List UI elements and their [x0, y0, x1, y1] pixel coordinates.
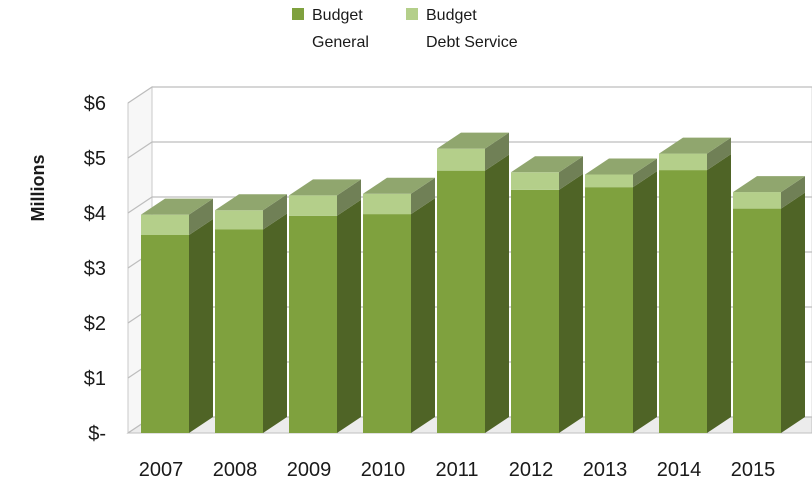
- bar-segment: [363, 177, 435, 215]
- bar-top: [585, 158, 657, 175]
- x-tick-label: 2012: [509, 459, 554, 481]
- legend-item: Budget Debt Service: [406, 7, 518, 51]
- bar-top: [141, 198, 213, 215]
- bar-segment: [289, 199, 361, 433]
- bar-side: [411, 177, 435, 215]
- x-tick-label: 2008: [213, 459, 258, 481]
- bar-side: [633, 158, 657, 188]
- bar-front: [437, 170, 485, 433]
- x-tick-label: 2010: [361, 459, 406, 481]
- bar-front: [215, 229, 263, 433]
- bar-side: [485, 154, 509, 433]
- bar-side: [189, 198, 213, 235]
- y-tick-label: $5: [84, 148, 106, 170]
- gridline: [127, 141, 812, 159]
- y-tick-label: $-: [88, 423, 106, 445]
- bar-side: [707, 154, 731, 433]
- bar-front: [363, 193, 411, 215]
- legend-swatch: [406, 8, 418, 20]
- bar-front: [289, 195, 337, 216]
- bar-series: [141, 132, 805, 433]
- bar-segment: [215, 213, 287, 433]
- gridline: [127, 86, 812, 104]
- x-tick-label: 2011: [435, 459, 478, 481]
- bar-side: [485, 132, 509, 171]
- bar-side: [781, 176, 805, 209]
- bar-side: [559, 156, 583, 190]
- bar-front: [659, 170, 707, 433]
- bar-front: [141, 235, 189, 433]
- bar-top: [659, 137, 731, 154]
- legend-label-line2: Debt Service: [426, 34, 518, 51]
- bar-top: [363, 177, 435, 194]
- x-tick-label: 2009: [287, 459, 332, 481]
- bar-side: [337, 199, 361, 433]
- bar-front: [733, 192, 781, 209]
- legend-item: Budget General: [292, 7, 369, 51]
- bar-segment: [659, 137, 731, 171]
- bar-segment: [511, 156, 583, 190]
- bar-front: [733, 208, 781, 433]
- bar-front: [511, 189, 559, 433]
- bar-side: [337, 179, 361, 216]
- y-tick-label: $6: [84, 93, 106, 115]
- bar-segment: [141, 198, 213, 235]
- legend-label-line1: Budget: [426, 7, 477, 24]
- legend-swatch: [292, 8, 304, 20]
- bar-segment: [437, 154, 509, 433]
- bar-segment: [437, 132, 509, 171]
- bar-side: [411, 198, 435, 433]
- bar-segment: [733, 176, 805, 209]
- x-tick-label: 2007: [139, 459, 184, 481]
- legend: Budget General Budget Debt Service: [292, 7, 518, 51]
- y-axis-title: Millions: [28, 155, 48, 222]
- y-tick-label: $3: [84, 258, 106, 280]
- bar-front: [289, 215, 337, 433]
- x-tick-label: 2014: [657, 459, 702, 481]
- bar-front: [585, 174, 633, 188]
- bar-segment: [659, 154, 731, 433]
- bar-top: [437, 132, 509, 149]
- bar-front: [585, 187, 633, 433]
- y-tick-label: $1: [84, 368, 106, 390]
- bar-segment: [141, 219, 213, 433]
- bar-side: [559, 173, 583, 433]
- bar-front: [363, 214, 411, 433]
- bar-segment: [585, 158, 657, 188]
- bar-side: [263, 194, 287, 230]
- bar-front: [215, 210, 263, 230]
- bar-side: [189, 219, 213, 433]
- bar-side: [633, 171, 657, 433]
- bar-segment: [511, 173, 583, 433]
- bar-segment: [733, 192, 805, 433]
- bar-front: [511, 172, 559, 190]
- bar-side: [781, 192, 805, 433]
- bar-segment: [215, 194, 287, 230]
- legend-label-line1: Budget: [312, 7, 363, 24]
- bar-segment: [289, 179, 361, 216]
- bar-top: [733, 176, 805, 193]
- bar-side: [263, 213, 287, 433]
- bar-side: [707, 137, 731, 171]
- bar-front: [659, 153, 707, 171]
- y-tick-label: $2: [84, 313, 106, 335]
- bar-top: [289, 179, 361, 196]
- x-tick-label: 2013: [583, 459, 628, 481]
- bar-top: [511, 156, 583, 173]
- bar-front: [141, 214, 189, 235]
- x-axis: 2007 2008 2009 2010 2011 2012 2013 2014 2015: [139, 459, 776, 481]
- y-axis: $- $1 $2 $3 $4 $5 $6: [84, 93, 106, 445]
- bar-front: [437, 148, 485, 171]
- bar-top: [215, 194, 287, 211]
- bar-segment: [363, 198, 435, 433]
- bar-segment: [585, 171, 657, 433]
- y-tick-label: $4: [84, 203, 106, 225]
- legend-label-line2: General: [312, 34, 369, 51]
- x-tick-label: 2015: [731, 459, 776, 481]
